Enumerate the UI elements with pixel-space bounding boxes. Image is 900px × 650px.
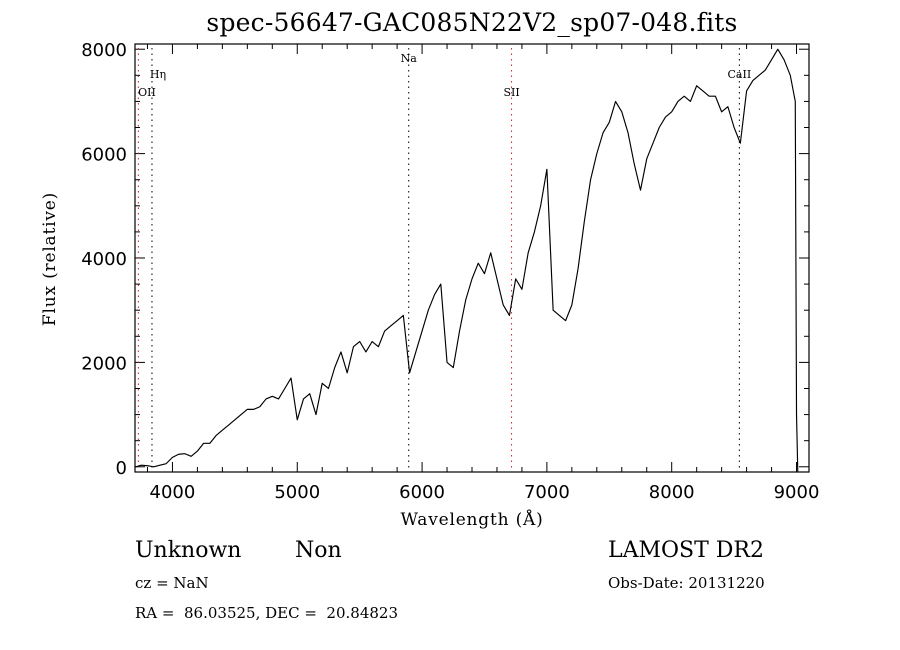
redshift-label: cz = NaN: [135, 574, 209, 592]
x-tick-label: 8000: [649, 482, 695, 503]
chart-title: spec-56647-GAC085N22V2_sp07-048.fits: [206, 8, 738, 37]
spectral-line-label: OII: [138, 86, 156, 99]
x-tick-label: 9000: [774, 482, 820, 503]
x-tick-label: 6000: [399, 482, 445, 503]
object-class-label: Unknown: [135, 538, 242, 563]
y-tick-label: 0: [116, 458, 127, 479]
spectrum-line: [135, 48, 799, 472]
x-axis-label: Wavelength (Å): [400, 510, 544, 530]
x-tick-label: 5000: [274, 482, 320, 503]
plot-frame: [134, 43, 810, 473]
x-tick-label: 7000: [524, 482, 570, 503]
object-subclass-label: Non: [295, 538, 342, 563]
y-tick-label: 6000: [81, 145, 127, 166]
observation-date-label: Obs-Date: 20131220: [608, 574, 765, 592]
x-tick-label: 4000: [150, 482, 196, 503]
y-tick-label: 4000: [81, 249, 127, 270]
spectral-line-label: Hη: [150, 68, 166, 81]
survey-label: LAMOST DR2: [608, 538, 764, 563]
spectral-line-label: Na: [401, 52, 418, 65]
coordinates-label: RA = 86.03525, DEC = 20.84823: [135, 604, 399, 622]
y-tick-label: 8000: [81, 40, 127, 61]
y-tick-label: 2000: [81, 353, 127, 374]
spectral-line-label: SII: [503, 86, 519, 99]
plot-area: 0 2000 4000 6000 8000 4000 5000 6000 7000 8000 900…: [81, 40, 819, 503]
spectral-line-label: CaII: [728, 68, 752, 81]
y-axis-label: Flux (relative): [40, 191, 60, 327]
